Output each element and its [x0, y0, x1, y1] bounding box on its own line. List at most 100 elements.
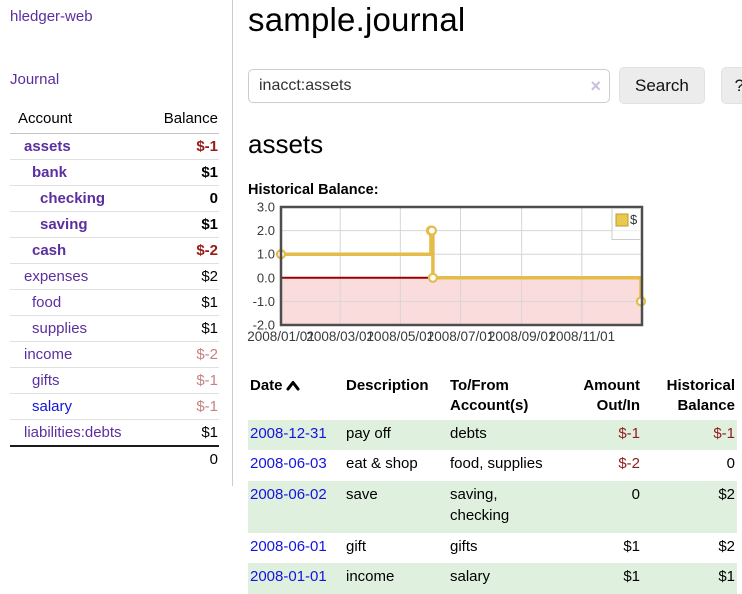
transaction-date-link[interactable]: 2008-12-31: [250, 424, 327, 442]
account-link[interactable]: liabilities:debts: [24, 424, 122, 441]
app-title: hledger-web: [10, 8, 219, 25]
account-row: cash $-2: [10, 237, 219, 264]
account-balance: $1: [149, 289, 219, 316]
y-axis-tick-label: 1.0: [257, 247, 275, 262]
transaction-date-link[interactable]: 2008-01-01: [250, 568, 327, 586]
account-row: bank $1: [10, 159, 219, 186]
transaction-description: gift: [346, 537, 367, 555]
account-link[interactable]: cash: [32, 242, 67, 259]
transaction-description: income: [346, 568, 395, 586]
sidebar: hledger-web Journal Account Balance asse…: [0, 0, 233, 486]
register-row: 2008-06-02 save saving, checking 0 $2: [248, 481, 737, 533]
transaction-balance: $2: [718, 537, 735, 555]
account-link[interactable]: checking: [40, 190, 106, 207]
search-input-wrap: ×: [248, 68, 610, 103]
account-balance: 0: [149, 185, 219, 212]
accounts-header-account: Account: [10, 106, 150, 134]
transaction-date-link[interactable]: 2008-06-01: [250, 537, 327, 555]
account-link[interactable]: saving: [40, 216, 88, 233]
search-input[interactable]: [248, 68, 610, 103]
register-header-row: Date Description To/From Account(s) Amou…: [248, 374, 737, 420]
x-axis-tick-label: 2008/09/01: [488, 329, 556, 344]
register-row: 2008-06-01 gift gifts $1 $2: [248, 533, 737, 564]
transaction-description: save: [346, 486, 378, 504]
accounts-table-body: assets $-1 bank $1 checking 0 saving $1 …: [10, 134, 219, 446]
account-row: checking 0: [10, 185, 219, 212]
historical-balance-chart: $3.0 2.0 1.0 0.0 -1.0 -2.02008/01/012008/03/0…: [247, 200, 647, 344]
y-axis-tick-label: -1.0: [253, 294, 275, 309]
chart-title: Historical Balance:: [248, 182, 379, 198]
help-button[interactable]: ?: [720, 67, 742, 104]
register-row: 2008-01-01 income salary $1 $1: [248, 563, 737, 594]
x-axis-tick-label: 2008/07/01: [427, 329, 495, 344]
register-row: 2008-06-03 eat & shop food, supplies $-2…: [248, 450, 737, 481]
balance-header-line1: Historical: [666, 377, 735, 394]
page-title: sample.journal: [248, 1, 466, 38]
account-link[interactable]: assets: [24, 138, 71, 155]
transaction-description: pay off: [346, 424, 391, 442]
accounts-total-value: 0: [149, 445, 219, 472]
account-link[interactable]: salary: [32, 398, 73, 415]
transaction-amount: $1: [623, 537, 640, 555]
x-axis-tick-label: 2008/05/01: [367, 329, 435, 344]
account-heading: assets: [248, 129, 324, 159]
account-link[interactable]: supplies: [32, 320, 88, 337]
transaction-balance: $1: [718, 568, 735, 586]
legend-swatch: [615, 213, 629, 227]
x-axis-tick-label: 2008/11/01: [549, 329, 616, 344]
plot-border: [279, 205, 644, 327]
transaction-date-link[interactable]: 2008-06-02: [250, 486, 327, 504]
sort-ascending-icon: [286, 381, 300, 391]
accounts-header-balance: Balance: [149, 106, 219, 134]
amount-header-line1: Amount: [583, 377, 640, 394]
tofrom-header-line1: To/From: [450, 377, 509, 394]
account-row: salary $-1: [10, 393, 219, 420]
main-content: sample.journal × Search ? assets Histori…: [233, 0, 742, 594]
transaction-balance: 0: [726, 455, 735, 473]
transaction-amount: $-2: [618, 455, 640, 473]
y-axis-tick-label: -2.0: [253, 318, 275, 333]
account-row: liabilities:debts $1: [10, 419, 219, 446]
journal-nav: Journal: [10, 71, 219, 88]
data-point-marker: [427, 272, 438, 283]
transaction-balance: $2: [718, 486, 735, 504]
account-row: expenses $2: [10, 263, 219, 290]
account-row: assets $-1: [10, 134, 219, 160]
tofrom-header-line2: Account(s): [450, 396, 529, 414]
account-link[interactable]: expenses: [24, 268, 89, 285]
account-row: saving $1: [10, 211, 219, 238]
transaction-accounts: debts: [450, 424, 487, 442]
transaction-description: eat & shop: [346, 455, 418, 473]
account-link[interactable]: income: [24, 346, 73, 363]
search-button[interactable]: Search: [619, 67, 705, 104]
account-balance: $-1: [149, 393, 219, 420]
y-axis-tick-label: 3.0: [257, 200, 275, 215]
register-table-body: 2008-12-31 pay off debts $-1 $-1 2008-06…: [248, 419, 737, 594]
x-axis-tick-label: 2008/01/01: [247, 329, 315, 344]
transaction-accounts: salary: [450, 568, 491, 586]
register-header-date[interactable]: Date: [248, 374, 344, 420]
balance-header-line2: Balance: [677, 396, 735, 414]
account-row: gifts $-1: [10, 367, 219, 394]
register-header-amount: Amount Out/In: [550, 374, 642, 420]
account-balance: $-1: [196, 138, 218, 155]
x-axis-tick-label: 2008/03/01: [306, 329, 374, 344]
account-balance: $1: [149, 419, 219, 446]
y-axis-tick-label: 0.0: [257, 270, 275, 285]
app-title-link[interactable]: hledger-web: [10, 8, 93, 25]
account-link[interactable]: food: [32, 294, 62, 311]
account-balance: $1: [149, 211, 219, 238]
clear-search-icon[interactable]: ×: [590, 75, 601, 96]
account-link[interactable]: gifts: [32, 372, 60, 389]
legend-label: $: [630, 212, 638, 227]
journal-link[interactable]: Journal: [10, 71, 60, 88]
account-balance: $-1: [149, 367, 219, 394]
amount-header-line2: Out/In: [596, 396, 640, 414]
register-row: 2008-12-31 pay off debts $-1 $-1: [248, 419, 737, 451]
transaction-accounts: gifts: [450, 537, 478, 555]
account-link[interactable]: bank: [32, 164, 68, 181]
account-row: supplies $1: [10, 315, 219, 342]
transaction-date-link[interactable]: 2008-06-03: [250, 455, 327, 473]
account-balance: $-2: [149, 237, 219, 264]
